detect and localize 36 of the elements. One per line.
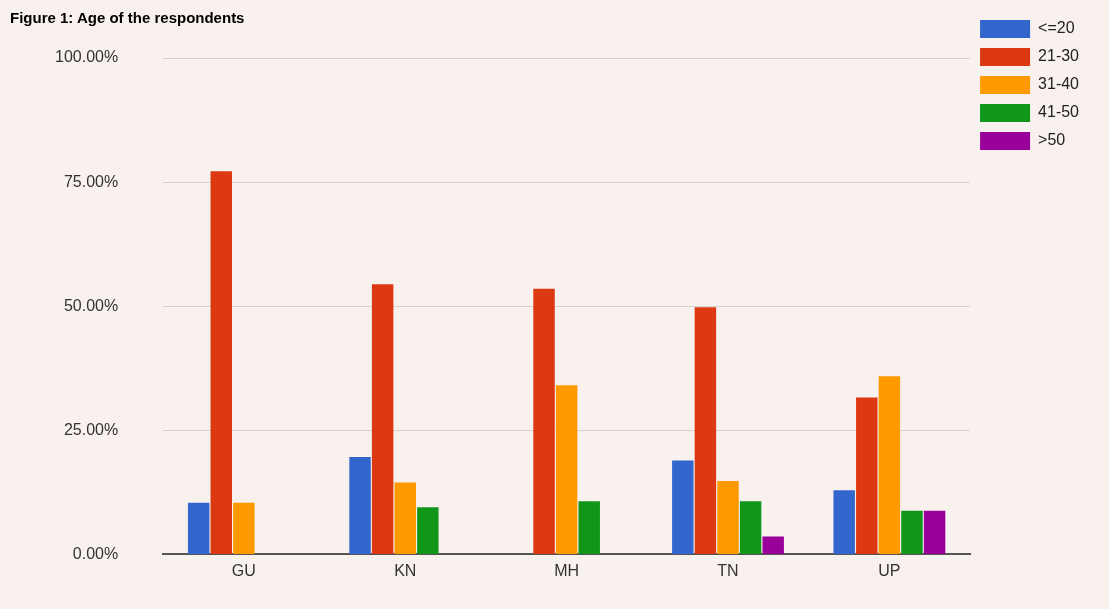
bar (555, 385, 578, 554)
bar (672, 460, 694, 554)
chart-title: Figure 1: Age of the respondents (10, 9, 245, 27)
bar (371, 284, 394, 554)
y-tick-label: 100.00% (54, 48, 119, 66)
bar (187, 502, 210, 554)
bar (717, 480, 739, 554)
bar (233, 502, 255, 554)
bar (417, 507, 439, 554)
x-tick-label: KN (394, 562, 417, 580)
bar (901, 510, 923, 554)
legend-label: >50 (1038, 131, 1066, 149)
legend-label: 21-30 (1038, 47, 1080, 65)
y-tick-label: 75.00% (63, 172, 119, 190)
bar (856, 397, 878, 554)
bar (394, 482, 416, 554)
x-tick-label: MH (554, 562, 580, 580)
x-tick-label: GU (231, 562, 256, 580)
bar (833, 490, 855, 554)
bar (878, 376, 901, 554)
bar (923, 510, 946, 554)
bar (210, 171, 232, 554)
y-tick-label: 25.00% (63, 420, 119, 438)
bar (578, 501, 600, 554)
x-tick-label: TN (717, 562, 739, 580)
bar (739, 501, 762, 554)
legend-label: <=20 (1038, 19, 1075, 37)
bar (349, 457, 371, 554)
legend-label: 31-40 (1038, 75, 1080, 93)
bar (533, 288, 555, 554)
y-tick-label: 50.00% (63, 296, 119, 314)
legend-label: 41-50 (1038, 103, 1080, 121)
bar (694, 307, 717, 554)
bar (762, 536, 784, 554)
y-tick-label: 0.00% (72, 544, 119, 562)
x-tick-label: UP (878, 562, 901, 580)
